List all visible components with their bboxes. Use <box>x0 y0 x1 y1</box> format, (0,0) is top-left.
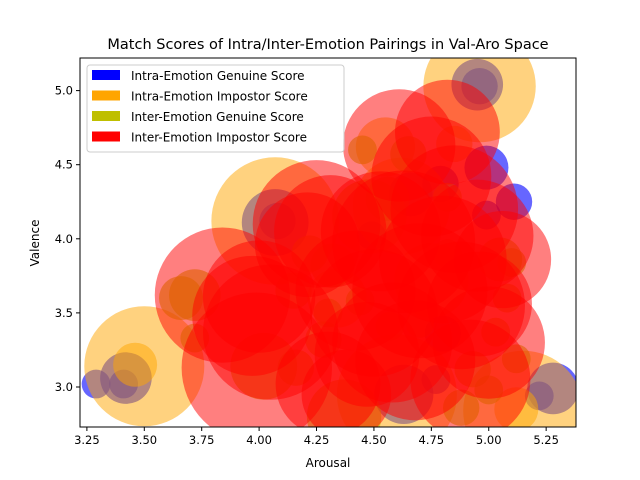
y-tick-label: 3.0 <box>55 380 73 394</box>
x-tick-label: 5.25 <box>533 433 559 447</box>
y-tick-label: 3.5 <box>55 306 73 320</box>
bubble-series-3-point-28 <box>314 301 420 407</box>
x-tick-label: 4.00 <box>246 433 272 447</box>
bubble-series-3-point-27 <box>427 251 532 357</box>
x-axis: 3.25 3.50 3.75 4.00 4.25 4.50 4.75 5.00 5.25 <box>74 427 559 447</box>
legend-swatch-3 <box>92 131 120 142</box>
y-tick-label: 5.0 <box>55 84 73 98</box>
x-tick-label: 3.75 <box>189 433 215 447</box>
x-tick-label: 4.25 <box>304 433 330 447</box>
plot-frame <box>79 57 577 428</box>
x-tick-label: 5.00 <box>476 433 502 447</box>
y-tick-label: 4.5 <box>55 158 73 172</box>
x-tick-label: 3.25 <box>74 433 100 447</box>
x-tick-label: 4.75 <box>419 433 445 447</box>
bubble-layer <box>81 58 576 427</box>
legend-label-3: Inter-Emotion Impostor Score <box>131 131 307 145</box>
legend-swatch-1 <box>92 90 120 101</box>
x-tick-label: 3.50 <box>131 433 157 447</box>
legend-label-2: Inter-Emotion Genuine Score <box>131 110 304 124</box>
legend-swatch-0 <box>92 70 120 80</box>
legend-swatch-2 <box>92 111 120 121</box>
legend: Intra-Emotion Genuine Score Intra-Emotion… <box>86 64 345 153</box>
legend-label-0: Intra-Emotion Genuine Score <box>131 69 305 83</box>
x-tick-label: 4.50 <box>361 433 387 447</box>
y-tick-label: 4.0 <box>55 232 73 246</box>
legend-box <box>86 64 345 153</box>
legend-label-1: Intra-Emotion Impostor Score <box>131 90 308 104</box>
y-axis: 3.0 3.5 4.0 4.5 5.0 <box>55 84 80 394</box>
bubble-series-1-point-1 <box>113 342 158 387</box>
x-axis-label: Arousal <box>306 456 351 470</box>
chart-title: Match Scores of Intra/Inter-Emotion Pair… <box>107 37 548 53</box>
y-axis-label: Valence <box>28 220 42 267</box>
